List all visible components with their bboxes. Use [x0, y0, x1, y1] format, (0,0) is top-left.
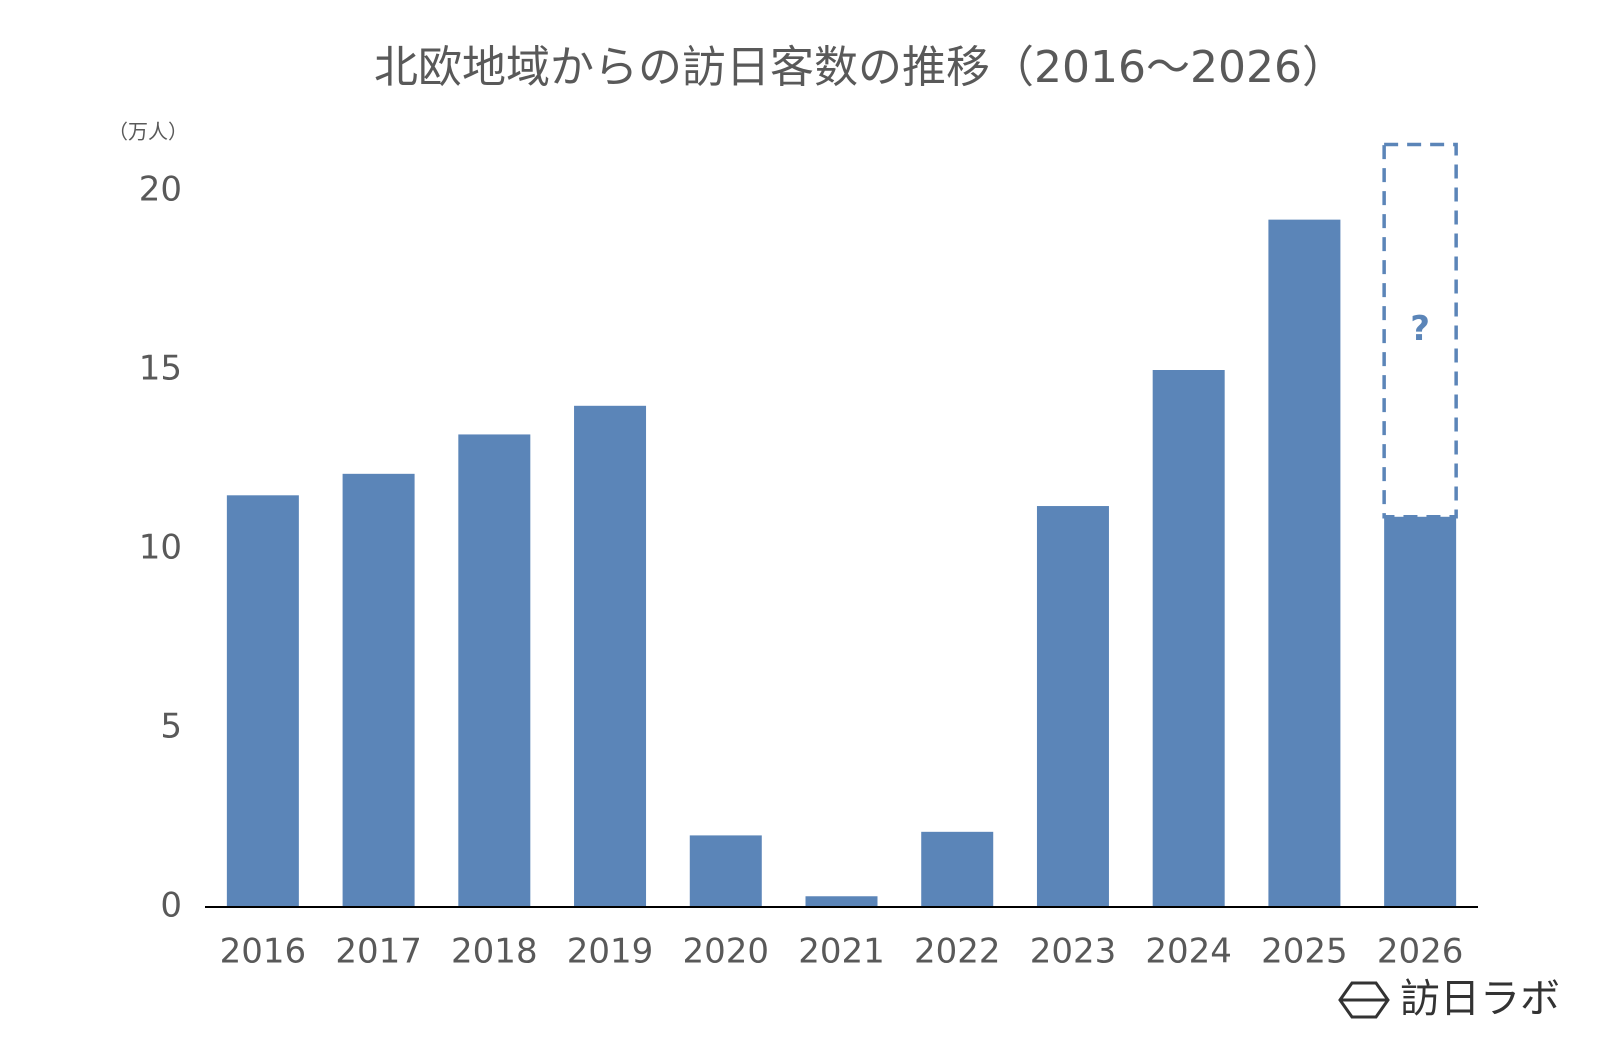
x-tick-label: 2026 [1377, 932, 1464, 972]
projection-annotation: ? [1410, 309, 1430, 349]
logo: 訪日ラボ [1338, 976, 1560, 1022]
y-tick-label: 15 [139, 349, 182, 389]
chart-title: 北欧地域からの訪日客数の推移（2016～2026） [374, 42, 1346, 93]
x-tick-label: 2025 [1261, 932, 1348, 972]
bar [574, 405, 647, 907]
x-tick-label: 2019 [567, 932, 654, 972]
bar [805, 896, 878, 907]
bar [1036, 506, 1109, 907]
bar [226, 495, 299, 907]
x-tick-label: 2023 [1030, 932, 1117, 972]
bar [1268, 219, 1341, 907]
logo-text: 訪日ラボ [1400, 976, 1560, 1022]
bar [458, 434, 531, 907]
bar [342, 473, 415, 907]
x-tick-label: 2024 [1145, 932, 1232, 972]
y-tick-label: 10 [139, 528, 182, 568]
x-tick-label: 2022 [914, 932, 1001, 972]
bar [921, 831, 994, 907]
y-unit: （万人） [108, 120, 188, 144]
projection-box [1382, 142, 1458, 519]
bar [1384, 516, 1457, 907]
y-tick-label: 20 [139, 170, 182, 210]
x-tick-label: 2018 [451, 932, 538, 972]
x-tick-label: 2020 [683, 932, 770, 972]
y-tick-label: 5 [160, 707, 182, 747]
bar [689, 835, 762, 907]
x-tick-label: 2021 [798, 932, 885, 972]
y-tick-label: 0 [160, 886, 182, 926]
bar [1152, 370, 1225, 907]
x-tick-label: 2016 [220, 932, 307, 972]
x-tick-label: 2017 [335, 932, 422, 972]
